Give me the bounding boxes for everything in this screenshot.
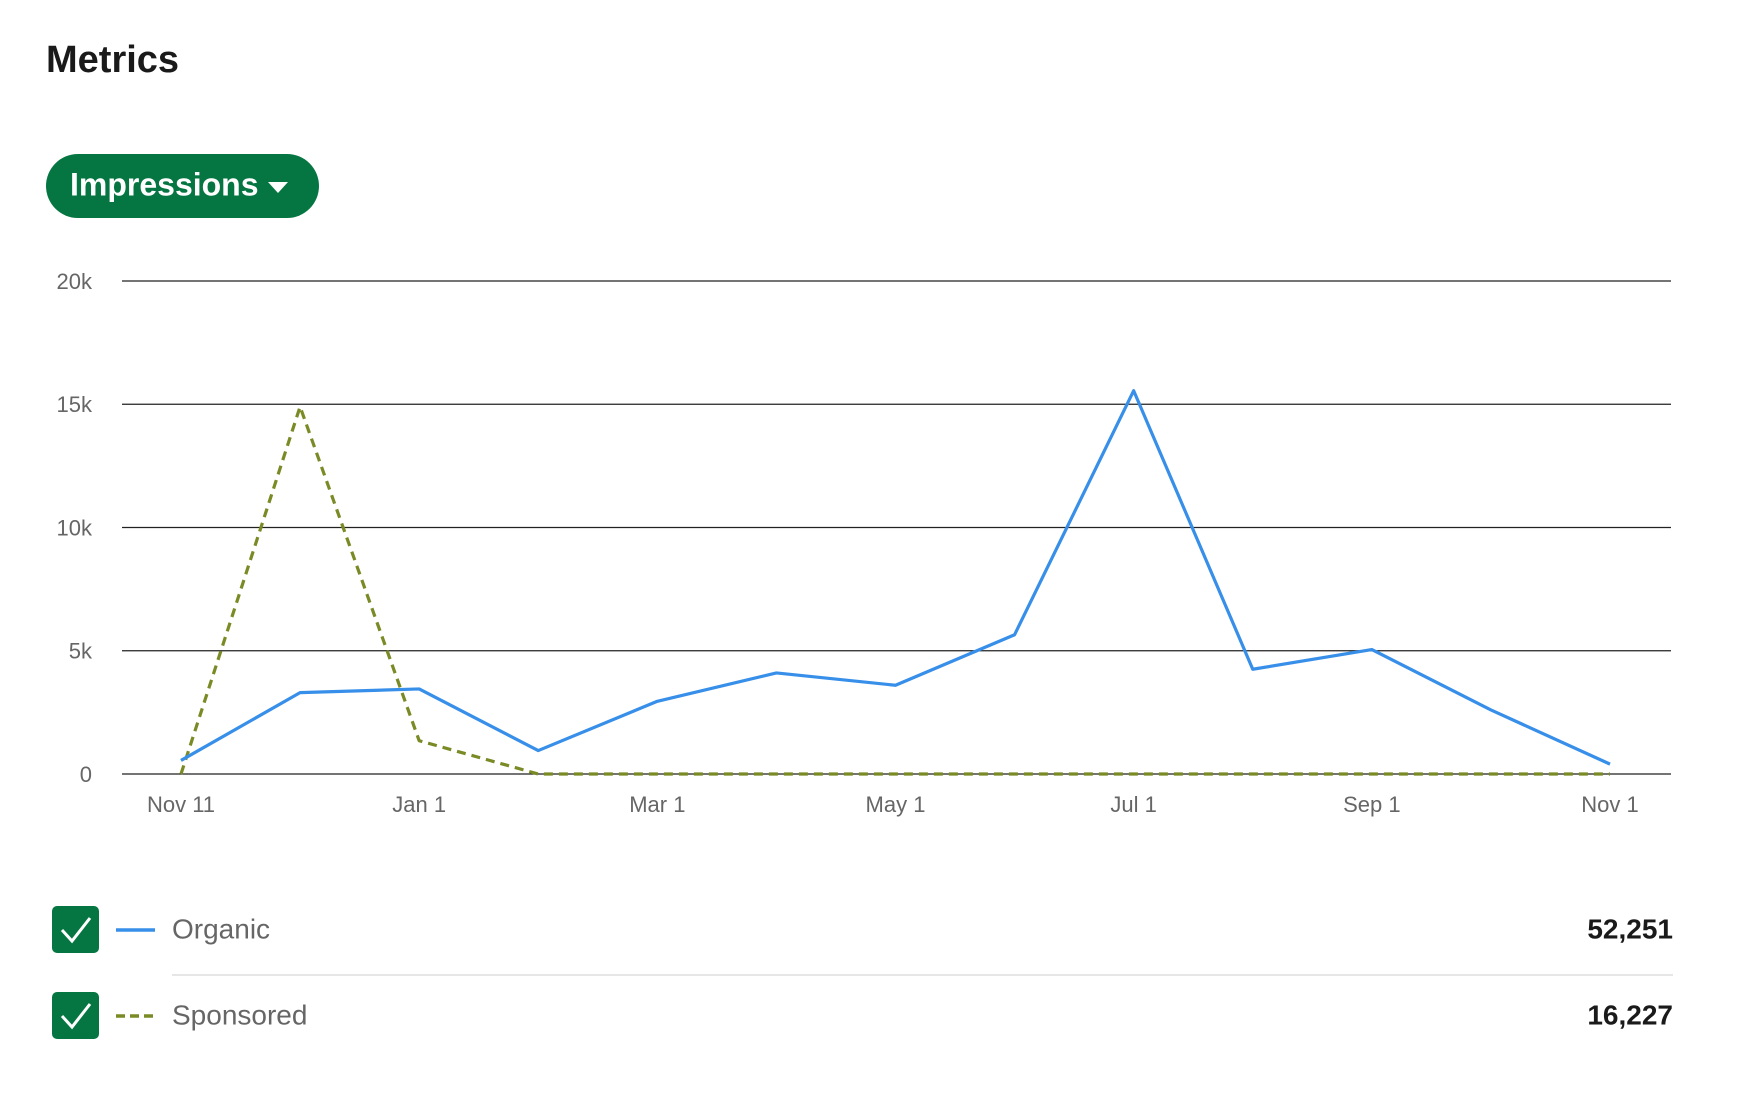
metric-dropdown[interactable]: Impressions	[46, 154, 319, 218]
dropdown-button[interactable]	[46, 154, 319, 218]
series-total: 52,251	[1587, 913, 1673, 944]
card-title: Metrics	[46, 39, 179, 81]
legend-label: Sponsored	[172, 999, 307, 1030]
legend-label: Organic	[172, 913, 270, 944]
legend-checkbox[interactable]	[52, 992, 99, 1039]
y-tick-label: 10k	[57, 515, 93, 540]
y-tick-label: 0	[80, 762, 92, 787]
y-tick-label: 20k	[57, 269, 93, 294]
legend-checkbox[interactable]	[52, 906, 99, 953]
series-line	[180, 389, 1611, 766]
x-tick-label: Sep 1	[1343, 792, 1401, 817]
checkmark[interactable]	[60, 917, 92, 944]
x-tick-label: Nov 1	[1581, 792, 1638, 817]
dropdown-label[interactable]: Impressions	[70, 166, 259, 202]
y-tick-label: 15k	[57, 392, 93, 417]
x-tick-label: Jan 1	[392, 792, 446, 817]
series-line	[179, 405, 1610, 776]
x-tick-label: May 1	[866, 792, 926, 817]
x-tick-label: Jul 1	[1110, 792, 1156, 817]
y-tick-label: 5k	[69, 639, 93, 664]
checkmark[interactable]	[60, 1003, 92, 1030]
x-tick-label: Nov 11	[147, 792, 215, 817]
x-tick-label: Mar 1	[629, 792, 685, 817]
dropdown-caret[interactable]	[268, 182, 288, 193]
series-total: 16,227	[1587, 999, 1673, 1030]
